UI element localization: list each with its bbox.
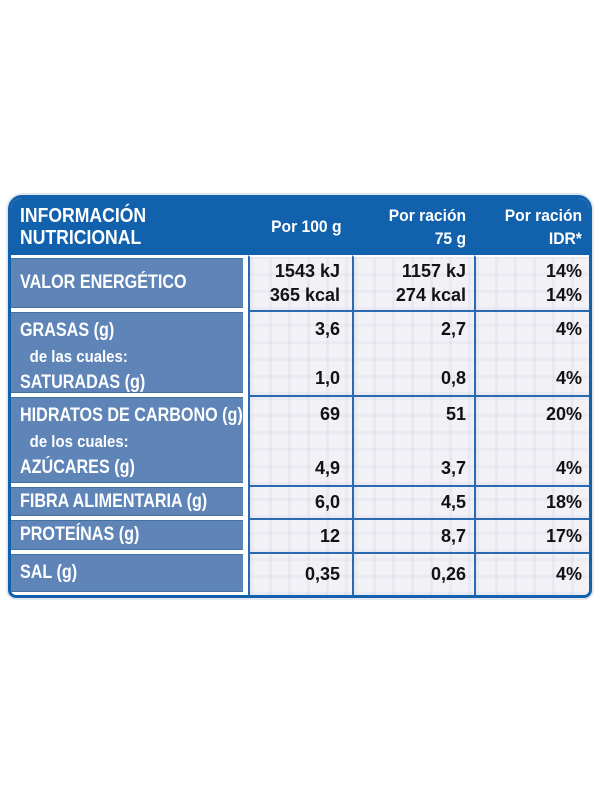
- value-per-racion: 2,7 0,8: [352, 310, 474, 395]
- value-idr: 4%: [474, 552, 589, 595]
- row-label: GRASAS (g) de las cuales: SATURADAS (g): [11, 312, 243, 393]
- column-header-idr: Por ración IDR*: [504, 205, 582, 248]
- table-title: INFORMACIÓN NUTRICIONAL: [11, 205, 248, 249]
- table-row-valor-energetico: VALOR ENERGÉTICO 1543 kJ 365 kcal 1157 k…: [11, 255, 589, 310]
- value-idr: 14% 14%: [474, 255, 589, 310]
- column-header-per-100g: Por 100 g: [271, 217, 342, 236]
- value-per-100g: 69 4,9: [248, 395, 352, 485]
- table-body: VALOR ENERGÉTICO 1543 kJ 365 kcal 1157 k…: [11, 255, 589, 595]
- value-per-racion: 51 3,7: [352, 395, 474, 485]
- table-title-line2: NUTRICIONAL: [20, 226, 142, 249]
- table-row-proteinas: PROTEÍNAS (g) 12 8,7 17%: [11, 518, 589, 552]
- value-per-racion: 8,7: [352, 518, 474, 552]
- table-title-line1: INFORMACIÓN: [20, 204, 147, 227]
- value-per-racion: 1157 kJ 274 kcal: [352, 255, 474, 310]
- table-header: INFORMACIÓN NUTRICIONAL Por 100 g Por ra…: [11, 198, 589, 255]
- value-idr: 18%: [474, 485, 589, 518]
- value-per-100g: 6,0: [248, 485, 352, 518]
- nutrition-table: INFORMACIÓN NUTRICIONAL Por 100 g Por ra…: [8, 195, 592, 598]
- value-per-100g: 0,35: [248, 552, 352, 595]
- row-label: FIBRA ALIMENTARIA (g): [11, 487, 243, 516]
- table-row-grasas: GRASAS (g) de las cuales: SATURADAS (g) …: [11, 310, 589, 395]
- value-per-100g: 3,6 1,0: [248, 310, 352, 395]
- value-idr: 17%: [474, 518, 589, 552]
- row-label: SAL (g): [11, 554, 243, 592]
- row-label: VALOR ENERGÉTICO: [11, 258, 243, 308]
- row-label: HIDRATOS DE CARBONO (g) de los cuales: A…: [11, 397, 243, 483]
- value-per-100g: 12: [248, 518, 352, 552]
- table-row-sal: SAL (g) 0,35 0,26 4%: [11, 552, 589, 595]
- value-per-100g: 1543 kJ 365 kcal: [248, 255, 352, 310]
- value-per-racion: 4,5: [352, 485, 474, 518]
- column-header-per-racion: Por ración 75 g: [388, 205, 466, 248]
- row-label: PROTEÍNAS (g): [11, 520, 243, 550]
- value-idr: 4% 4%: [474, 310, 589, 395]
- value-idr: 20% 4%: [474, 395, 589, 485]
- table-row-fibra-alimentaria: FIBRA ALIMENTARIA (g) 6,0 4,5 18%: [11, 485, 589, 518]
- table-row-hidratos-de-carbono: HIDRATOS DE CARBONO (g) de los cuales: A…: [11, 395, 589, 485]
- value-per-racion: 0,26: [352, 552, 474, 595]
